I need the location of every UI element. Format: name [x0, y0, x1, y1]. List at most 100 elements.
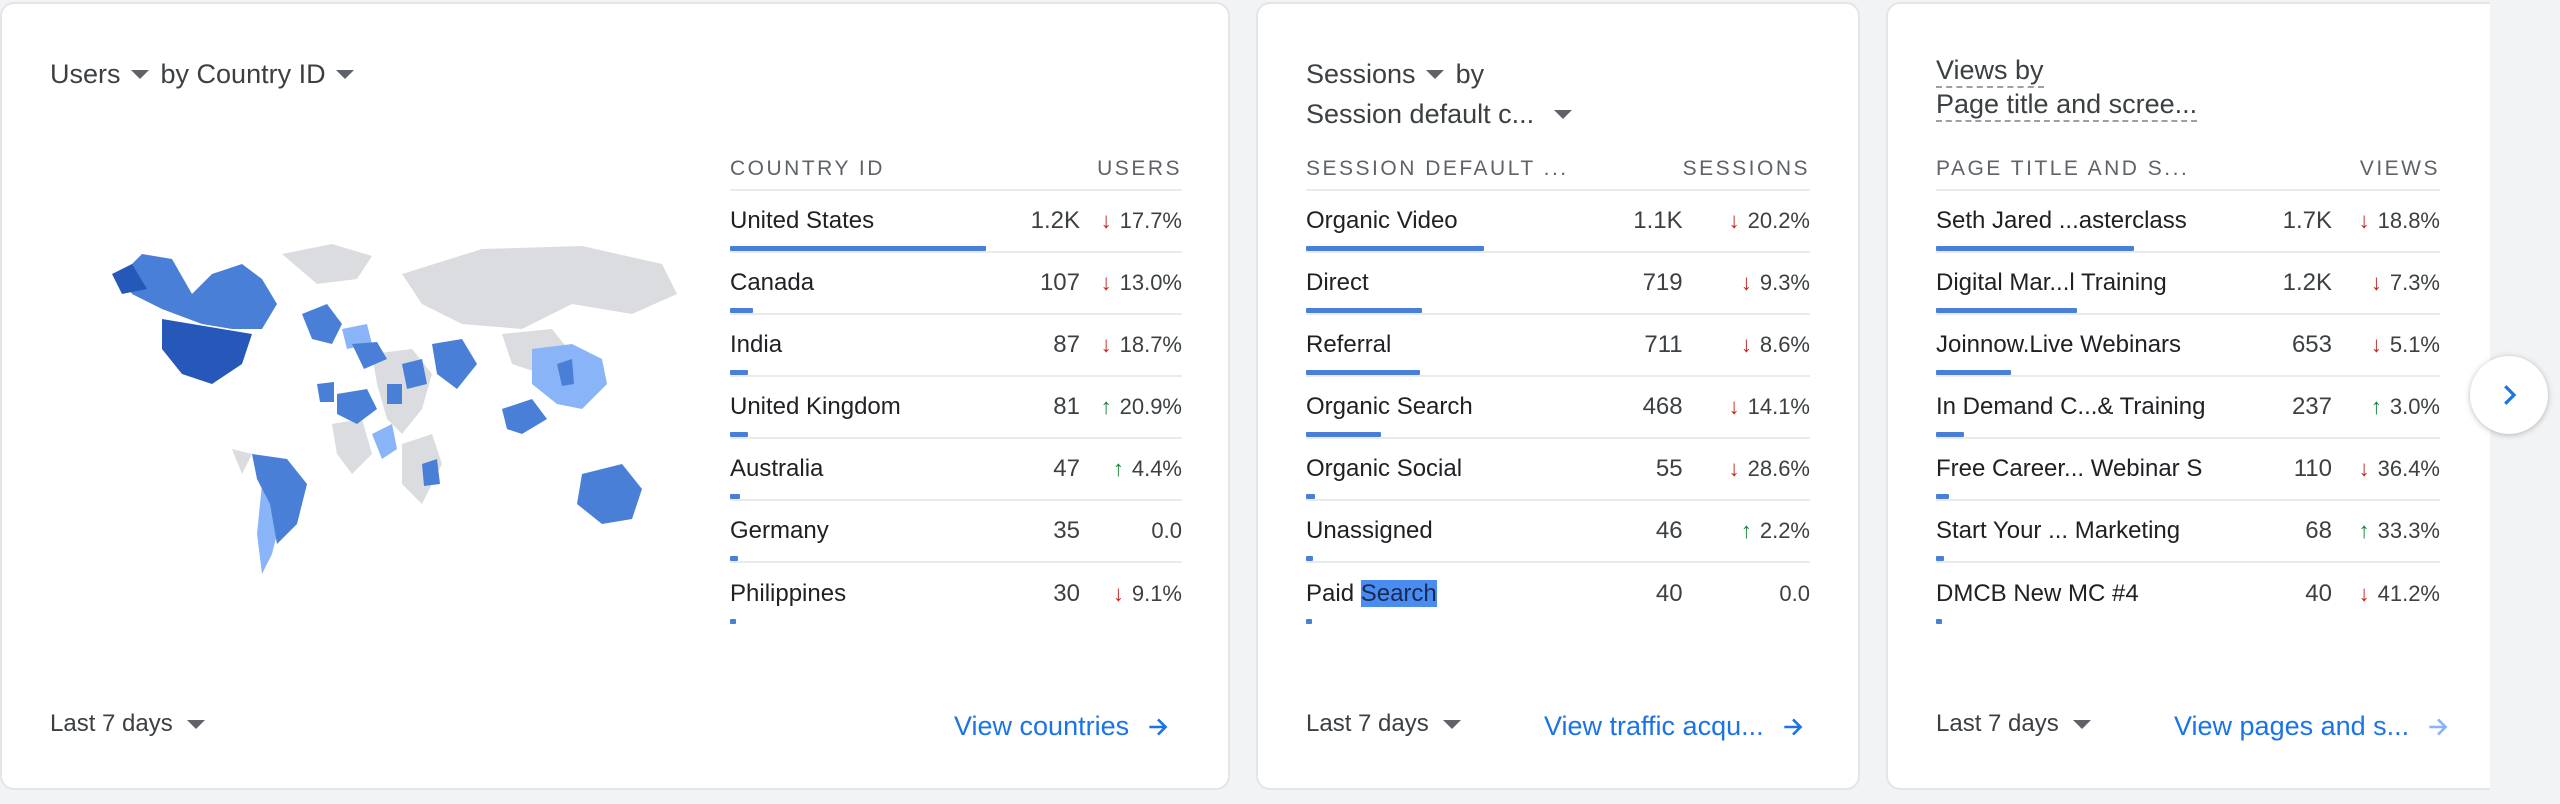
- change-percent: 3.0%: [2389, 394, 2440, 419]
- row-label[interactable]: Digital Mar...l Training: [1936, 269, 2167, 296]
- world-map[interactable]: [102, 234, 712, 594]
- row-label[interactable]: United States: [730, 207, 875, 234]
- table-row[interactable]: Organic Video 1.1K ↓ 20.2%: [1306, 190, 1810, 253]
- caret-down-icon[interactable]: [335, 69, 354, 79]
- arrow-down-icon: ↓: [1100, 332, 1112, 357]
- caret-down-icon[interactable]: [1554, 109, 1573, 119]
- row-label[interactable]: India: [730, 331, 783, 358]
- row-label[interactable]: Australia: [730, 455, 824, 482]
- view-traffic-acquisition-link[interactable]: View traffic acqu...: [1544, 711, 1806, 742]
- row-label[interactable]: Free Career... Webinar S: [1936, 455, 2203, 482]
- arrow-down-icon: ↓: [1112, 580, 1124, 606]
- date-range-selector[interactable]: Last 7 days: [1936, 710, 2103, 738]
- table-row[interactable]: India 87 ↓ 18.7%: [730, 314, 1182, 377]
- table-row[interactable]: Joinnow.Live Webinars 653 ↓ 5.1%: [1936, 314, 2440, 377]
- table-row[interactable]: Paid Search 40 0.0: [1306, 562, 1810, 624]
- table-row[interactable]: Free Career... Webinar S 110 ↓ 36.4%: [1936, 438, 2440, 501]
- table-row[interactable]: In Demand C...& Training 237 ↑ 3.0%: [1936, 376, 2440, 439]
- row-label[interactable]: Start Your ... Marketing: [1936, 517, 2181, 544]
- row-label[interactable]: Joinnow.Live Webinars: [1936, 331, 2182, 358]
- share-bar: [1306, 308, 1422, 313]
- row-value: 653: [2246, 314, 2332, 377]
- table-row[interactable]: DMCB New MC #4 40 ↓ 41.2%: [1936, 562, 2440, 624]
- date-range-selector[interactable]: Last 7 days: [1306, 710, 1473, 738]
- arrow-up-icon: ↑: [2370, 394, 2382, 419]
- change-percent: 5.1%: [2389, 332, 2440, 357]
- table-row[interactable]: United Kingdom 81 ↑ 20.9%: [730, 376, 1182, 439]
- table-row[interactable]: Direct 719 ↓ 9.3%: [1306, 252, 1810, 315]
- caret-down-icon: [2072, 719, 2091, 729]
- share-bar: [1936, 308, 2077, 313]
- share-bar: [1936, 619, 1942, 624]
- change-percent: 41.2%: [2377, 580, 2440, 606]
- dimension-selector[interactable]: Session default c...: [1306, 99, 1535, 129]
- table-row[interactable]: Seth Jared ...asterclass 1.7K ↓ 18.8%: [1936, 190, 2440, 253]
- row-value: 40: [2305, 579, 2332, 607]
- row-label[interactable]: Germany: [730, 517, 829, 544]
- change-percent: 18.7%: [1119, 332, 1182, 357]
- table-row[interactable]: Referral 711 ↓ 8.6%: [1306, 314, 1810, 377]
- table-row[interactable]: Digital Mar...l Training 1.2K ↓ 7.3%: [1936, 252, 2440, 315]
- caret-down-icon[interactable]: [130, 69, 149, 79]
- arrow-up-icon: ↑: [2358, 518, 2370, 543]
- arrow-up-icon: ↑: [1112, 456, 1124, 481]
- table-row[interactable]: United States 1.2K ↓ 17.7%: [730, 190, 1182, 253]
- column-header-users: USERS: [1080, 144, 1182, 191]
- share-bar: [730, 370, 748, 375]
- metric-selector[interactable]: Users: [50, 59, 121, 89]
- row-change: ↓ 9.3%: [1682, 252, 1810, 315]
- table-row[interactable]: Canada 107 ↓ 13.0%: [730, 252, 1182, 315]
- row-change: ↓ 28.6%: [1682, 438, 1810, 501]
- dimension-label[interactable]: Page title and scree...: [1936, 88, 2198, 122]
- row-label[interactable]: Unassigned: [1306, 517, 1433, 544]
- view-pages-link[interactable]: View pages and s...: [2174, 711, 2451, 742]
- table-row[interactable]: Organic Social 55 ↓ 28.6%: [1306, 438, 1810, 501]
- views-by-page-card: Views by Page title and scree... PAGE TI…: [1886, 2, 2490, 790]
- next-card-button[interactable]: [2470, 356, 2548, 434]
- row-label[interactable]: Referral: [1306, 331, 1392, 358]
- row-change: ↓ 9.1%: [1080, 562, 1182, 624]
- change-percent: 18.8%: [2377, 208, 2440, 233]
- arrow-down-icon: ↓: [1100, 208, 1112, 233]
- row-label[interactable]: United Kingdom: [730, 393, 901, 420]
- row-label[interactable]: Organic Social: [1306, 455, 1463, 482]
- caret-down-icon[interactable]: [1425, 69, 1444, 79]
- dimension-selector[interactable]: by Country ID: [160, 59, 326, 89]
- row-value: 110: [2246, 438, 2332, 501]
- change-percent: 9.3%: [1759, 270, 1810, 295]
- date-range-selector[interactable]: Last 7 days: [50, 710, 217, 738]
- row-change: ↓ 18.8%: [2332, 190, 2440, 253]
- share-bar: [730, 432, 748, 437]
- table-row[interactable]: Organic Search 468 ↓ 14.1%: [1306, 376, 1810, 439]
- change-percent: 4.4%: [1131, 456, 1182, 481]
- row-label[interactable]: Paid: [1306, 579, 1355, 607]
- row-value: 468: [1597, 376, 1683, 439]
- row-label[interactable]: Direct: [1306, 269, 1369, 296]
- share-bar: [1936, 494, 1949, 499]
- table-row[interactable]: Start Your ... Marketing 68 ↑ 33.3%: [1936, 500, 2440, 563]
- metric-selector[interactable]: Sessions: [1306, 59, 1416, 89]
- table-row[interactable]: Australia 47 ↑ 4.4%: [730, 438, 1182, 501]
- row-change: ↑ 3.0%: [2332, 376, 2440, 439]
- row-change: ↓ 5.1%: [2332, 314, 2440, 377]
- share-bar: [730, 556, 738, 561]
- arrow-down-icon: ↓: [2358, 580, 2370, 606]
- row-label[interactable]: DMCB New MC #4: [1936, 579, 2139, 607]
- row-label[interactable]: In Demand C...& Training: [1936, 393, 2206, 420]
- row-label[interactable]: Organic Video: [1306, 207, 1458, 234]
- change-percent: 0.0: [1779, 580, 1810, 606]
- change-percent: 7.3%: [2389, 270, 2440, 295]
- row-label[interactable]: Canada: [730, 269, 815, 296]
- view-countries-link[interactable]: View countries: [954, 711, 1171, 742]
- share-bar: [1306, 556, 1313, 561]
- change-percent: 14.1%: [1747, 394, 1810, 419]
- row-change: ↑ 2.2%: [1682, 500, 1810, 563]
- table-row[interactable]: Unassigned 46 ↑ 2.2%: [1306, 500, 1810, 563]
- table-row[interactable]: Philippines 30 ↓ 9.1%: [730, 562, 1182, 624]
- row-label[interactable]: Seth Jared ...asterclass: [1936, 207, 2187, 234]
- table-row[interactable]: Germany 35 0.0: [730, 500, 1182, 563]
- metric-label[interactable]: Views by: [1936, 54, 2044, 88]
- users-by-country-card: Users by Country ID: [0, 2, 1230, 790]
- row-label[interactable]: Organic Search: [1306, 393, 1473, 420]
- row-label[interactable]: Philippines: [730, 579, 847, 607]
